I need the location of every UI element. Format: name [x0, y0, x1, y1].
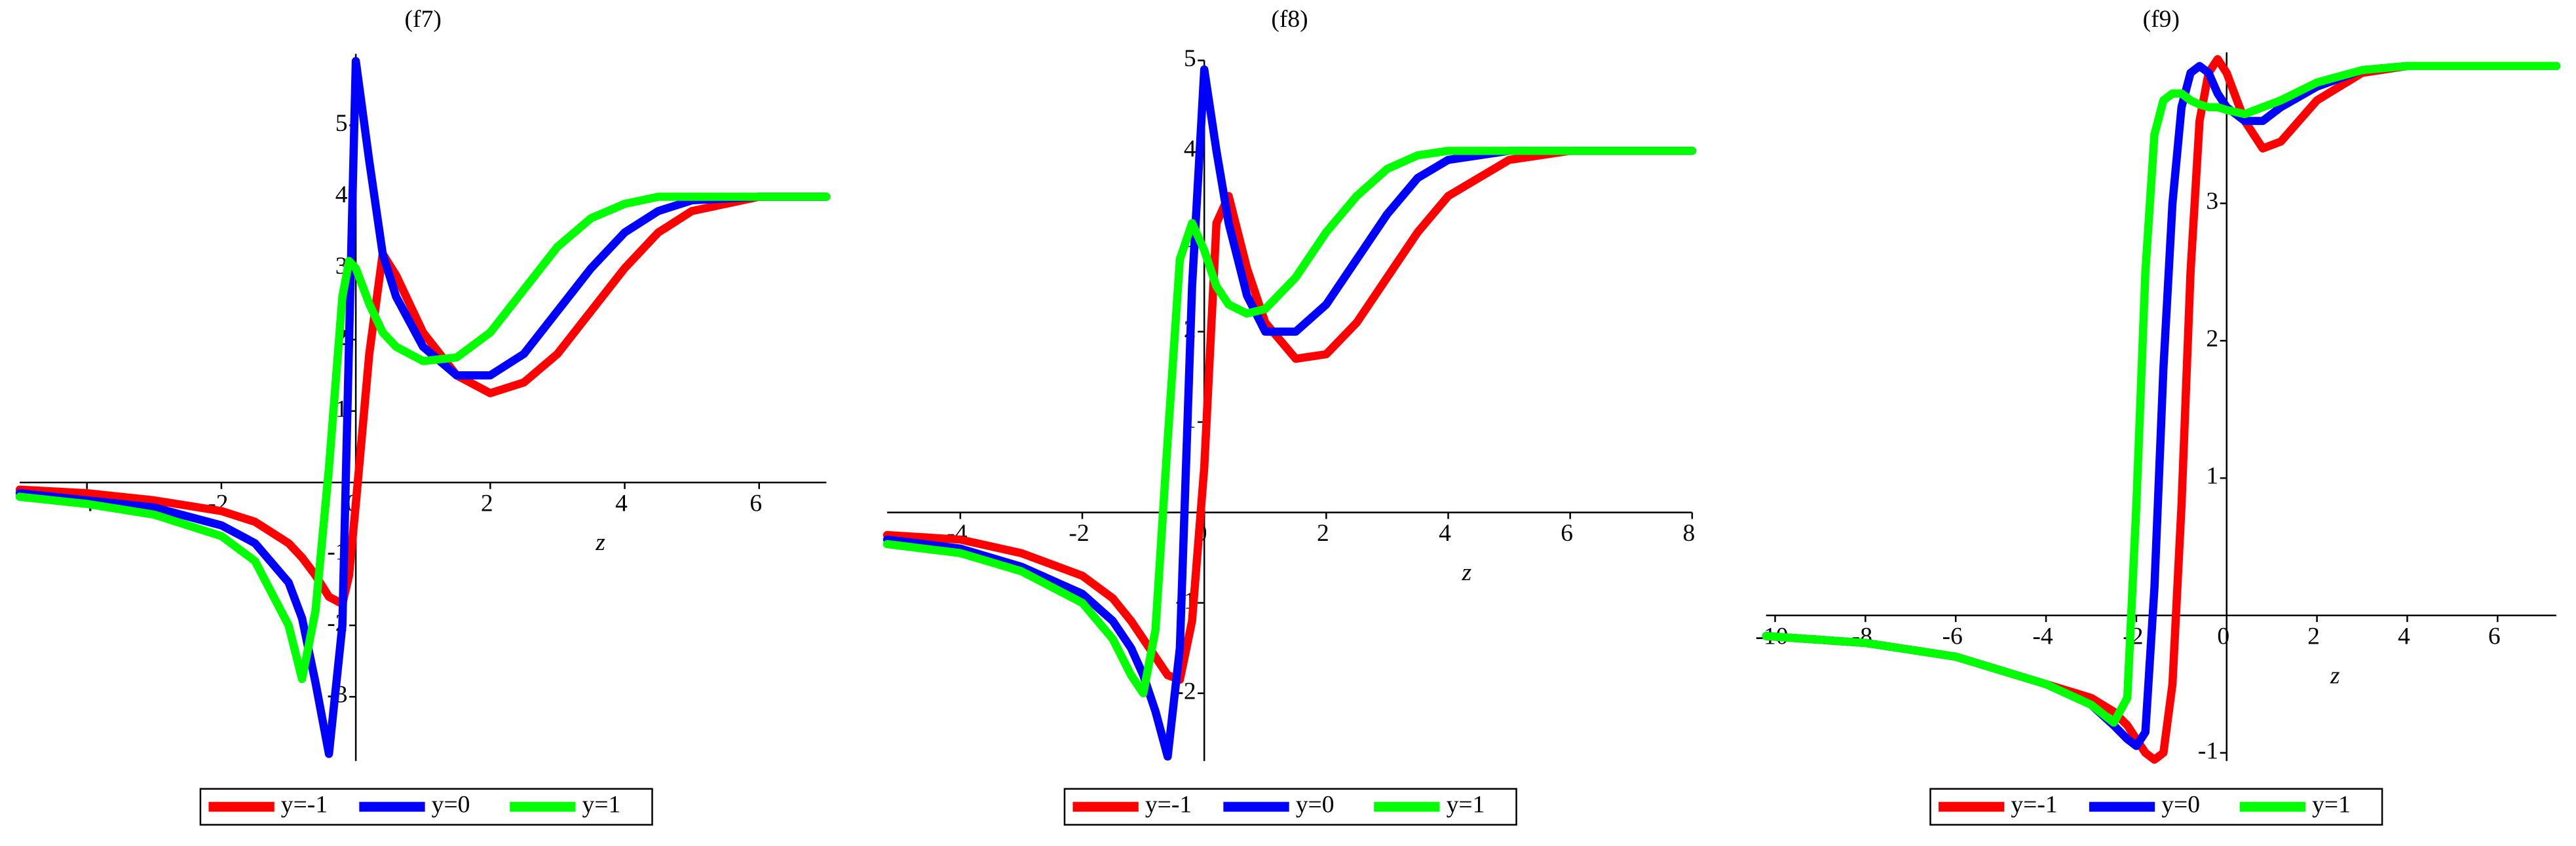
legend-label: y=0: [432, 792, 470, 818]
y-tick-label: 3: [2206, 188, 2218, 215]
legend-label: y=-1: [1145, 792, 1192, 818]
chart-title: (f7): [405, 6, 442, 33]
legend-box: [199, 788, 653, 826]
x-tick-label: -6: [1942, 623, 1963, 650]
x-tick-label: -2: [1069, 520, 1089, 547]
x-tick-label: 2: [2307, 623, 2320, 650]
y-tick-label: 5: [335, 110, 348, 137]
legend-label: y=1: [2312, 792, 2351, 818]
legend-box: [1929, 788, 2383, 826]
legend-label: y=-1: [281, 792, 328, 818]
x-tick-label: 2: [1317, 520, 1329, 547]
y-tick-label: 4: [1184, 136, 1196, 162]
x-tick-label: -4: [2032, 623, 2053, 650]
y-tick-label: -1: [2198, 737, 2218, 764]
series-line: [15, 193, 831, 684]
x-axis-label: z: [1462, 559, 1472, 586]
series-line: [882, 147, 1697, 684]
series-line: [1762, 62, 2561, 727]
chart-title: (f8): [1271, 6, 1308, 33]
legend-label: y=1: [1447, 792, 1485, 818]
chart-title: (f9): [2143, 6, 2180, 33]
legend-label: y=0: [2161, 792, 2200, 818]
y-tick-label: 5: [1184, 45, 1196, 72]
series-line: [882, 147, 1697, 697]
x-tick-label: 4: [1439, 520, 1451, 547]
y-tick-label: 2: [2206, 325, 2218, 352]
x-tick-label: 4: [615, 490, 628, 517]
legend-label: y=0: [1296, 792, 1335, 818]
x-tick-label: 4: [2398, 623, 2410, 650]
y-tick-label: 1: [2206, 463, 2218, 490]
x-tick-label: 6: [749, 490, 762, 517]
x-tick-label: 0: [2217, 623, 2229, 650]
legend-label: y=-1: [2011, 792, 2057, 818]
legend-box: [1063, 788, 1517, 826]
series-line: [882, 65, 1697, 761]
series-line: [1762, 55, 2561, 764]
y-tick-label: 4: [335, 181, 348, 208]
series-line: [15, 56, 831, 758]
x-axis-label: z: [595, 529, 605, 556]
x-tick-label: 2: [481, 490, 493, 517]
x-tick-label: 8: [1682, 520, 1695, 547]
x-tick-label: 6: [2488, 623, 2501, 650]
x-axis-label: z: [2330, 662, 2340, 689]
x-tick-label: 6: [1561, 520, 1573, 547]
series-line: [15, 193, 831, 608]
legend-label: y=1: [582, 792, 621, 818]
